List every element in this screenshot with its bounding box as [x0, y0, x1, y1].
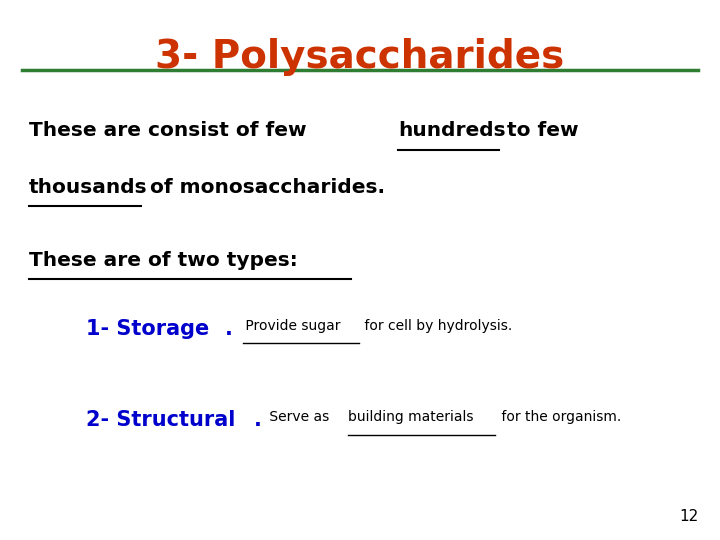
Text: thousands: thousands [29, 178, 148, 197]
Text: 3- Polysaccharides: 3- Polysaccharides [156, 38, 564, 76]
Text: to few: to few [500, 122, 579, 140]
Text: .: . [254, 410, 262, 430]
Text: Provide sugar: Provide sugar [241, 319, 341, 333]
Text: 1- Storage: 1- Storage [86, 319, 210, 339]
Text: 2- Structural: 2- Structural [86, 410, 235, 430]
Text: building materials: building materials [348, 410, 474, 424]
Text: hundreds: hundreds [398, 122, 505, 140]
Text: 12: 12 [679, 509, 698, 524]
Text: These are consist of few: These are consist of few [29, 122, 313, 140]
Text: .: . [225, 319, 233, 339]
Text: These are of two types:: These are of two types: [29, 251, 297, 270]
Text: Serve as: Serve as [265, 410, 333, 424]
Text: for the organism.: for the organism. [497, 410, 621, 424]
Text: for cell by hydrolysis.: for cell by hydrolysis. [360, 319, 512, 333]
Text: of monosaccharides.: of monosaccharides. [143, 178, 384, 197]
